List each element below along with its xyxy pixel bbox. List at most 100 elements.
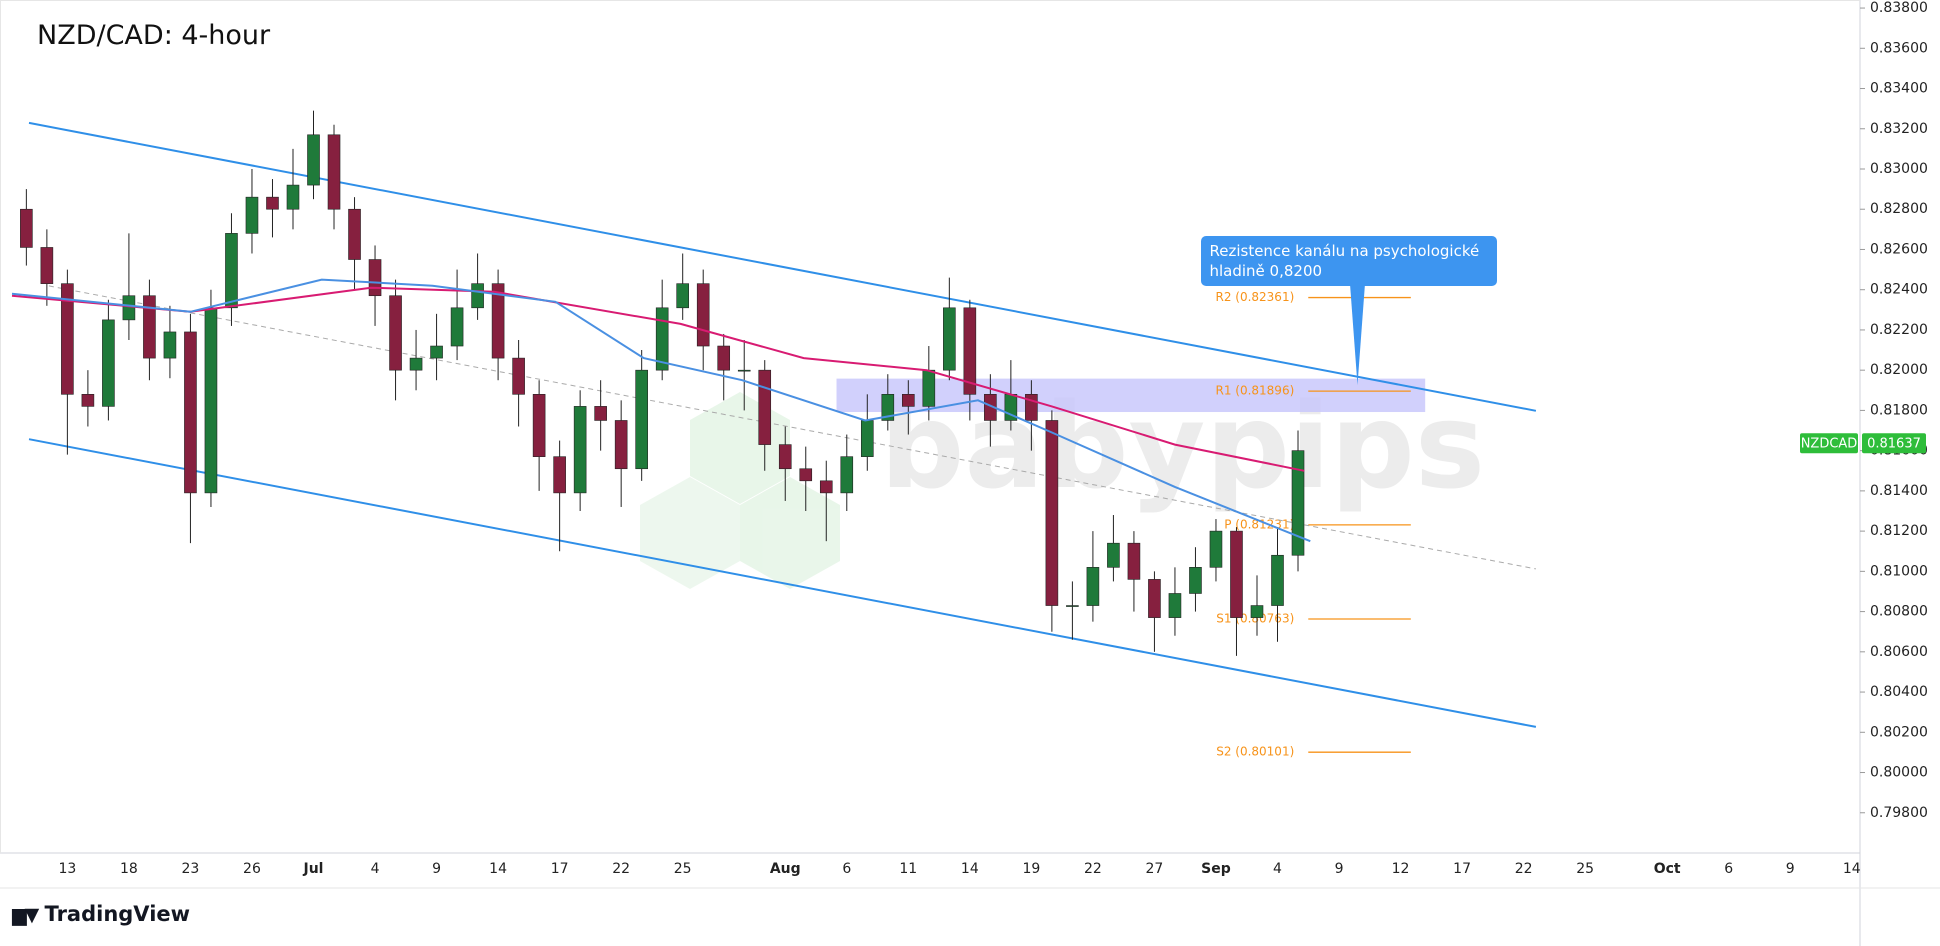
x-tick-label: 14 [489,861,507,877]
y-tick-label: 0.79800 [1870,805,1928,821]
candle-body [1148,579,1161,618]
annotation-pointer [1349,277,1366,386]
x-tick-label: 9 [1786,861,1795,877]
y-tick-label: 0.83200 [1870,121,1928,137]
candle-body [163,331,177,359]
y-tick-label: 0.81400 [1870,483,1928,499]
x-tick-label: 14 [1843,861,1861,877]
candle-body [61,283,74,395]
y-tick-label: 0.81800 [1870,402,1928,418]
x-tick-label: 25 [1576,861,1594,877]
x-tick-label: 22 [1084,861,1102,877]
candle-body [840,456,854,494]
candle-body [635,369,648,470]
candle-body [614,420,628,470]
trendline [48,285,1536,570]
x-tick-label: Oct [1654,861,1681,877]
candle-body [1271,554,1284,606]
candle-body [409,357,423,371]
candle-body [573,406,587,494]
candle-body [348,208,361,260]
x-tick-label: 27 [1146,861,1164,877]
candle-body [1250,605,1264,618]
candle-body [491,283,505,359]
y-tick-label: 0.82400 [1870,282,1928,298]
candle-body [943,307,956,371]
x-tick-label: 19 [1022,861,1040,877]
moving-average [11,278,1311,543]
x-tick-label: 22 [612,861,630,877]
y-tick-label: 0.80600 [1870,644,1928,660]
candle-body [40,247,54,284]
annotation: Rezistence kanálu na psychologické hladi… [1201,236,1498,287]
x-tick-label: 11 [899,861,917,877]
candle-body [430,345,443,359]
pivot-label: R2 (0.82361) [1215,290,1294,304]
candle-body [553,456,566,494]
x-tick-label: 23 [182,861,200,877]
x-tick-label: 12 [1392,861,1410,877]
candle-body [143,295,156,359]
pivot-label: P (0.81231) [1224,517,1294,531]
candle-body [1189,567,1202,594]
y-tick-label: 0.82200 [1870,322,1928,338]
candle-body [1291,450,1305,556]
candle-body [819,480,833,494]
watermark-logo [640,392,840,589]
candle-body [778,444,792,470]
y-tick-label: 0.82600 [1870,241,1928,257]
y-tick-label: 0.81200 [1870,523,1928,539]
candle-body [184,331,197,494]
candle-body [471,283,484,309]
x-tick-label: 14 [961,861,979,877]
candle-body [368,259,382,297]
trendline [28,121,1537,412]
price-tag-bg [1862,433,1926,454]
candle-body [902,394,915,407]
candle-body [245,196,259,234]
x-tick-label: 4 [371,861,380,877]
x-tick-label: 6 [842,861,851,877]
x-tick-label: Sep [1201,861,1231,877]
candle-body [1230,530,1243,618]
candle-body [655,307,669,371]
candle-body [122,295,136,321]
candle-body [1209,530,1223,568]
x-tick-label: 6 [1724,861,1733,877]
y-tick-label: 0.80400 [1870,684,1928,700]
candle-body [225,233,238,309]
y-tick-label: 0.80800 [1870,604,1928,620]
candle-body [512,357,525,395]
x-tick-label: Aug [770,861,801,877]
candle-body [860,420,874,457]
x-tick-label: 17 [1453,861,1471,877]
x-tick-label: 4 [1273,861,1282,877]
y-tick-label: 0.83000 [1870,161,1928,177]
candle-body [676,283,689,309]
candle-body [737,369,751,372]
y-tick-label: 0.83800 [1870,0,1928,16]
candle-body [1066,605,1079,607]
logo: ▆▼ TradingView [12,902,191,926]
x-tick-label: 25 [674,861,692,877]
candle-body [717,345,731,371]
candle-body [1107,542,1120,568]
y-tick-label: 0.83400 [1870,81,1928,97]
y-tick-label: 0.80000 [1870,765,1928,781]
candle-body [881,394,895,421]
candle-body [963,307,977,395]
x-tick-label: 18 [120,861,138,877]
candle-body [286,184,300,210]
symbol-tag: NZDCAD [1801,437,1858,452]
candle-body [696,283,710,347]
moving-average [11,286,1305,472]
y-tick-label: 0.82000 [1870,362,1928,378]
candle-body [450,307,464,347]
trendline [28,438,1537,728]
x-tick-label: 17 [551,861,569,877]
candle-body [1127,542,1141,580]
x-tick-label: 22 [1515,861,1533,877]
symbol-tag-bg [1800,433,1858,454]
